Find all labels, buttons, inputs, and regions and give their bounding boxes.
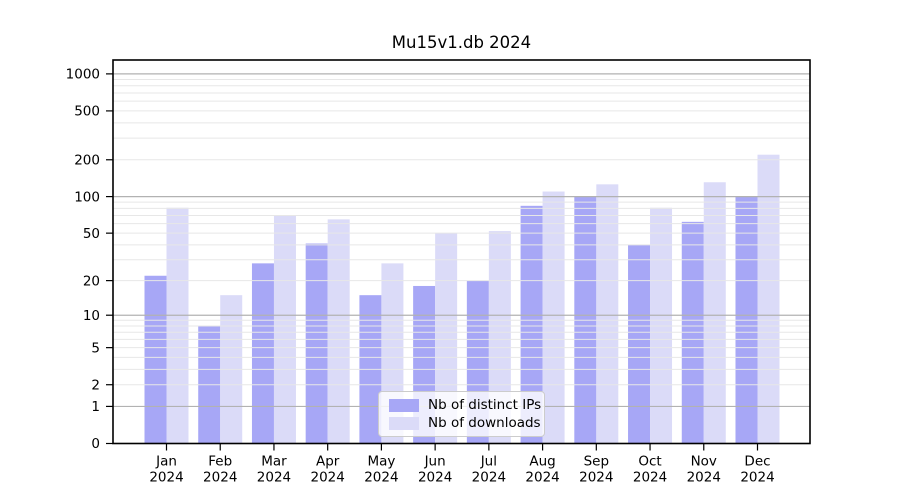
y-tick-label-500: 500: [74, 104, 100, 120]
x-tick-label-mar-year: 2024: [257, 470, 291, 486]
y-tick-label-0: 0: [91, 436, 100, 452]
x-tick-label-sep-year: 2024: [579, 470, 613, 486]
y-tick-label-200: 200: [74, 152, 100, 168]
x-tick-label-jul: Jul: [480, 454, 497, 470]
x-tick-label-oct-year: 2024: [633, 470, 667, 486]
y-tick-label-1: 1: [91, 399, 100, 415]
x-tick-label-jun: Jun: [424, 454, 446, 470]
y-tick-label-2: 2: [91, 377, 100, 393]
x-tick-label-nov: Nov: [691, 454, 717, 470]
bar-jun-nb-of-downloads: [435, 233, 458, 444]
x-tick-label-feb-year: 2024: [203, 470, 237, 486]
y-tick-label-5: 5: [91, 340, 100, 356]
x-tick-label-dec-year: 2024: [740, 470, 774, 486]
y-tick-label-100: 100: [74, 189, 100, 205]
legend-swatch-distinct-ips-icon: [389, 398, 419, 412]
x-tick-label-aug: Aug: [529, 454, 555, 470]
legend: Nb of distinct IPs Nb of downloads: [378, 391, 545, 437]
bar-mar-nb-of-distinct-ips: [251, 263, 274, 444]
bar-apr-nb-of-distinct-ips: [305, 243, 328, 444]
y-tick-label-20: 20: [83, 273, 100, 289]
y-tick-label-1000: 1000: [66, 67, 100, 83]
x-tick-label-apr-year: 2024: [311, 470, 345, 486]
legend-label-downloads: Nb of downloads: [428, 415, 541, 431]
x-tick-label-jun-year: 2024: [418, 470, 452, 486]
bar-aug-nb-of-downloads: [542, 191, 565, 444]
x-tick-label-jan: Jan: [155, 454, 177, 470]
bar-jul-nb-of-downloads: [488, 231, 511, 444]
x-tick-label-jan-year: 2024: [149, 470, 183, 486]
bar-apr-nb-of-downloads: [327, 219, 350, 444]
bar-dec-nb-of-downloads: [757, 154, 780, 444]
x-tick-label-aug-year: 2024: [525, 470, 559, 486]
legend-label-distinct-ips: Nb of distinct IPs: [428, 397, 542, 413]
x-tick-label-oct: Oct: [638, 454, 661, 470]
x-tick-label-may-year: 2024: [364, 470, 398, 486]
x-tick-label-feb: Feb: [208, 454, 232, 470]
bar-nov-nb-of-downloads: [703, 182, 726, 444]
x-tick-label-nov-year: 2024: [687, 470, 721, 486]
bar-sep-nb-of-downloads: [596, 184, 619, 444]
legend-swatch-downloads-icon: [389, 416, 419, 430]
x-tick-label-may: May: [367, 454, 395, 470]
bar-jan-nb-of-distinct-ips: [144, 275, 167, 444]
axes-spines: [112, 59, 811, 445]
chart-title: Mu15v1.db 2024: [391, 33, 532, 52]
bar-oct-nb-of-distinct-ips: [628, 244, 651, 444]
legend-item-distinct-ips: Nb of distinct IPs: [386, 396, 541, 414]
x-tick-label-sep: Sep: [584, 454, 609, 470]
x-tick-label-dec: Dec: [744, 454, 770, 470]
x-tick-label-jul-year: 2024: [472, 470, 506, 486]
y-tick-label-50: 50: [83, 226, 100, 242]
legend-item-downloads: Nb of downloads: [386, 414, 541, 432]
x-tick-label-apr: Apr: [316, 454, 340, 470]
bar-mar-nb-of-downloads: [273, 215, 296, 444]
x-tick-label-mar: Mar: [261, 454, 287, 470]
y-tick-label-10: 10: [83, 308, 100, 324]
bar-aug-nb-of-distinct-ips: [520, 205, 543, 444]
